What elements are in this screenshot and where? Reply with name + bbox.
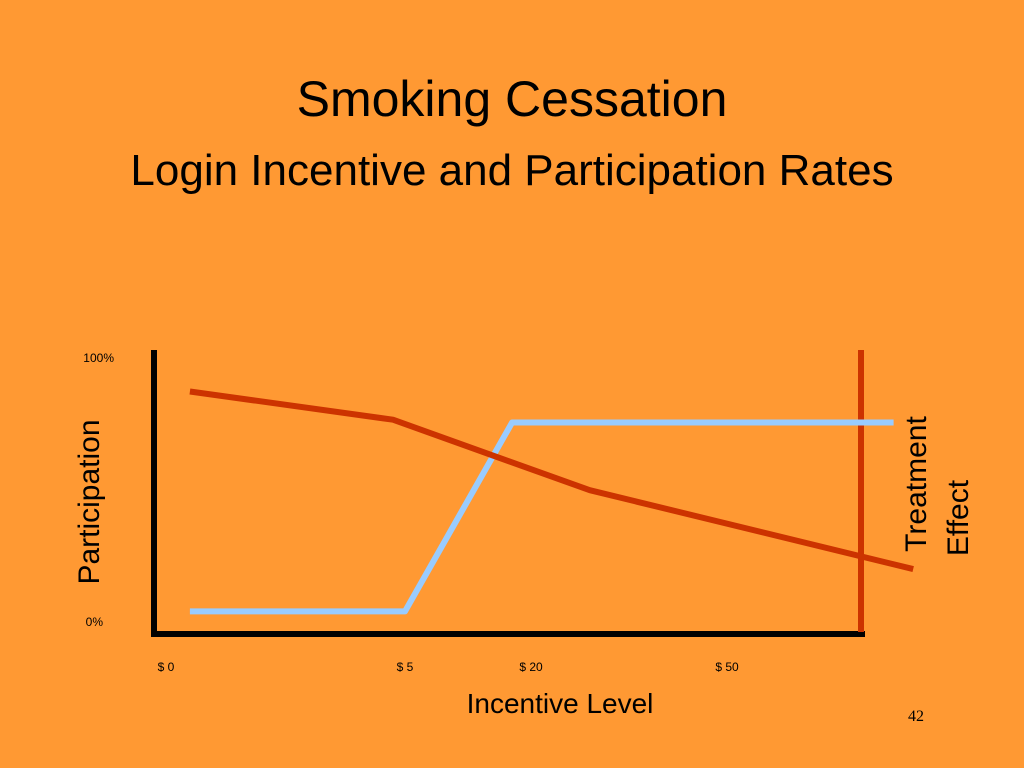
treatment-axis-label-line2: Effect [942, 479, 975, 556]
y-tick-label-100: 100% [83, 351, 114, 365]
participation-series-line [189, 419, 894, 615]
y-axis-label: Participation [73, 419, 106, 584]
slide-subtitle: Login Incentive and Participation Rates [130, 146, 894, 195]
treatment-effect-series-line [189, 388, 914, 573]
y-tick-label-0: 0% [86, 615, 104, 629]
x-tick-label: $ 20 [519, 660, 543, 674]
x-tick-label: $ 50 [715, 660, 739, 674]
x-tick-label: $ 0 [158, 660, 175, 674]
x-tick-label: $ 5 [397, 660, 414, 674]
x-axis-label: Incentive Level [467, 688, 654, 719]
treatment-axis-label-line1: Treatment [900, 416, 933, 552]
slide-title: Smoking Cessation [296, 71, 728, 127]
page-number: 42 [908, 708, 924, 725]
